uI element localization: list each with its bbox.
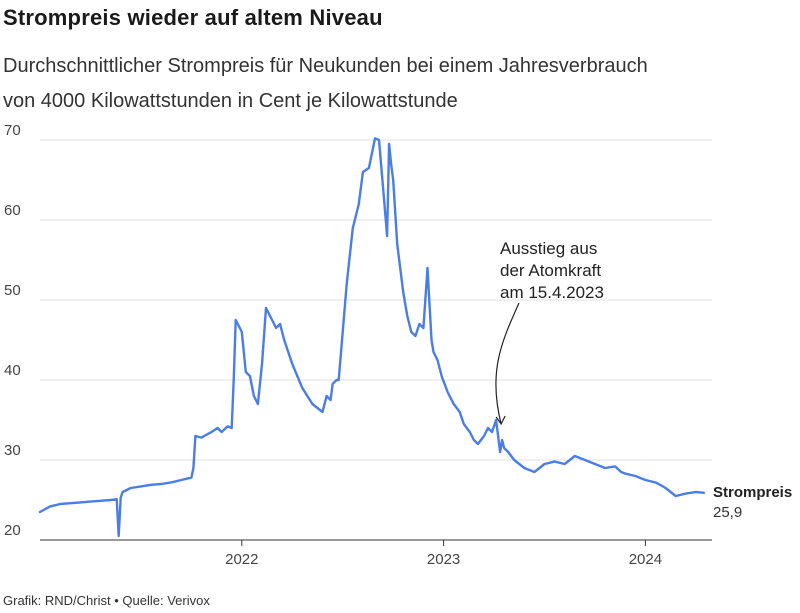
x-axis: 2022 2023 2024 — [225, 540, 662, 568]
series-end-label: Strompreis 25,9 — [713, 484, 792, 521]
chart-title: Strompreis wieder auf altem Niveau — [3, 5, 383, 30]
subtitle-line-1: Durchschnittlicher Strompreis für Neukun… — [3, 55, 648, 77]
annotation-arrow — [495, 302, 520, 425]
annotation-group: Ausstieg aus der Atomkraft am 15.4.2023 — [495, 239, 604, 426]
source-footer: Grafik: RND/Christ • Quelle: Verivox — [3, 593, 210, 608]
y-tick-label-70: 70 — [4, 122, 21, 139]
x-tick-label-2022: 2022 — [225, 551, 258, 568]
annotation-line-2: der Atomkraft — [500, 261, 601, 280]
series-name-label: Strompreis — [713, 484, 792, 501]
y-axis: 20 30 40 50 60 70 — [4, 122, 21, 539]
y-tick-label-20: 20 — [4, 522, 21, 539]
grid-lines — [40, 139, 712, 541]
x-tick-label-2024: 2024 — [629, 551, 662, 568]
y-tick-label-60: 60 — [4, 202, 21, 219]
series-last-value-label: 25,9 — [713, 504, 742, 521]
chart-subtitle: Durchschnittlicher Strompreis für Neukun… — [3, 49, 793, 119]
x-tick-label-2023: 2023 — [427, 551, 460, 568]
y-tick-label-40: 40 — [4, 362, 21, 379]
annotation-arrowhead — [495, 415, 506, 426]
subtitle-line-2: von 4000 Kilowattstunden in Cent je Kilo… — [3, 90, 458, 112]
annotation-line-1: Ausstieg aus — [500, 239, 597, 258]
y-tick-label-50: 50 — [4, 282, 21, 299]
series-line-strompreis — [38, 137, 706, 538]
series-group — [38, 137, 706, 538]
y-tick-label-30: 30 — [4, 442, 21, 459]
annotation-line-3: am 15.4.2023 — [500, 283, 604, 302]
